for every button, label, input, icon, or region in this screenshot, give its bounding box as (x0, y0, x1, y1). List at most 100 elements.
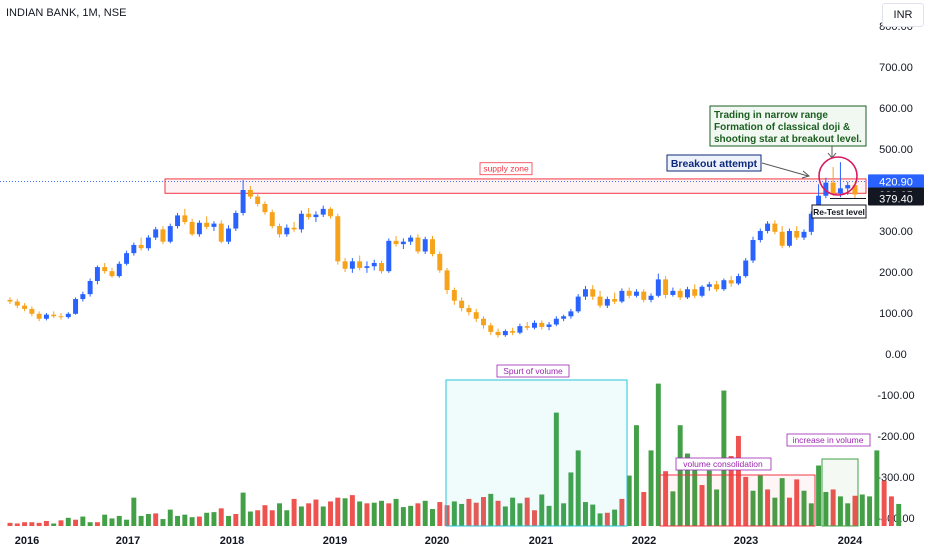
candle (641, 289, 647, 303)
candle-body (153, 229, 159, 238)
volume-bar (568, 472, 574, 526)
candle-body (73, 299, 79, 314)
candle (677, 288, 683, 300)
narrow-range-note-line: Trading in narrow range (714, 110, 828, 121)
volume-bar (786, 497, 792, 526)
volume-bar (386, 503, 392, 526)
volume-bar (262, 505, 268, 526)
increase-volume-label-box (786, 433, 871, 447)
candle-body (226, 228, 232, 242)
volume-bar (320, 506, 326, 526)
candle (291, 221, 297, 232)
volume-bar (51, 523, 57, 526)
candle-body (116, 263, 122, 277)
volume-bar (102, 514, 108, 526)
volume-bar (87, 522, 93, 526)
candle-body (590, 289, 596, 297)
candle-body (313, 214, 319, 218)
candle-body (830, 182, 836, 194)
candle-body (204, 222, 210, 227)
candle-body (561, 316, 567, 319)
candle (524, 322, 530, 331)
candle (226, 225, 232, 245)
volume-bar (306, 503, 312, 526)
candle-body (124, 253, 130, 264)
volume-bar (772, 497, 778, 526)
candle (160, 226, 166, 245)
volume-bar (160, 519, 166, 526)
volume-bar (116, 515, 122, 526)
volume-bar (633, 425, 639, 526)
candle (779, 226, 785, 249)
candle (430, 235, 435, 257)
volume-bar (612, 509, 618, 526)
candle-body (320, 208, 326, 215)
time-axis-label: 2020 (425, 535, 449, 547)
candle (204, 216, 210, 230)
candle-body (801, 231, 807, 238)
volume-bar (765, 489, 771, 526)
candle-body (58, 316, 64, 318)
volume-bar (852, 495, 858, 526)
candle (481, 316, 486, 329)
candle (619, 288, 625, 304)
candle (167, 223, 173, 244)
candle-body (211, 223, 217, 227)
volume-bar (663, 471, 669, 526)
candle-body (14, 301, 20, 306)
currency-button[interactable]: INR (882, 3, 924, 27)
price-axis-tick: -200.00 (877, 431, 914, 443)
volume-bar (859, 494, 865, 526)
price-axis-tick: -300.00 (877, 472, 914, 484)
candle-body (167, 226, 173, 242)
volume-bar (757, 475, 763, 526)
candle-body (430, 239, 435, 254)
candle-body (495, 331, 501, 336)
candle (175, 212, 181, 229)
candle-body (240, 190, 246, 213)
candle (400, 238, 406, 250)
candle (240, 180, 246, 216)
candle-body (735, 276, 741, 284)
volume-bar (677, 425, 683, 526)
candle-body (306, 213, 312, 218)
increase-volume-label: increase in volume (793, 435, 864, 445)
price-axis-tick: 200.00 (879, 267, 913, 279)
candle (342, 258, 348, 272)
candle-body (488, 325, 494, 332)
candle-body (386, 240, 392, 272)
volume-consolidation-label-box (675, 457, 772, 471)
candle-body (451, 290, 457, 301)
volume-bar (43, 520, 49, 526)
candle (626, 287, 632, 299)
candle (517, 323, 523, 335)
volume-bar (298, 506, 304, 526)
candle (721, 278, 727, 291)
candle (488, 322, 494, 336)
candle (269, 209, 275, 229)
time-axis-label: 2024 (838, 535, 863, 547)
candle (145, 235, 151, 251)
volume-bar (335, 497, 341, 526)
candle-body (655, 279, 661, 296)
volume-bar (714, 489, 720, 526)
candle-body (845, 185, 851, 189)
volume-bar (247, 511, 253, 526)
candle-body (138, 244, 144, 249)
candle (298, 210, 304, 233)
candle-body (109, 271, 115, 277)
volume-consolidation-box (659, 474, 816, 527)
candle (699, 285, 705, 298)
candle-body (29, 308, 35, 314)
candle (51, 311, 57, 318)
candle (604, 296, 610, 309)
volume-bar (553, 412, 559, 526)
volume-bar (218, 508, 224, 526)
candle (247, 185, 253, 200)
volume-bar (58, 520, 64, 526)
candle-body (852, 185, 858, 195)
volume-bar (233, 514, 239, 526)
candle-body (459, 300, 465, 309)
